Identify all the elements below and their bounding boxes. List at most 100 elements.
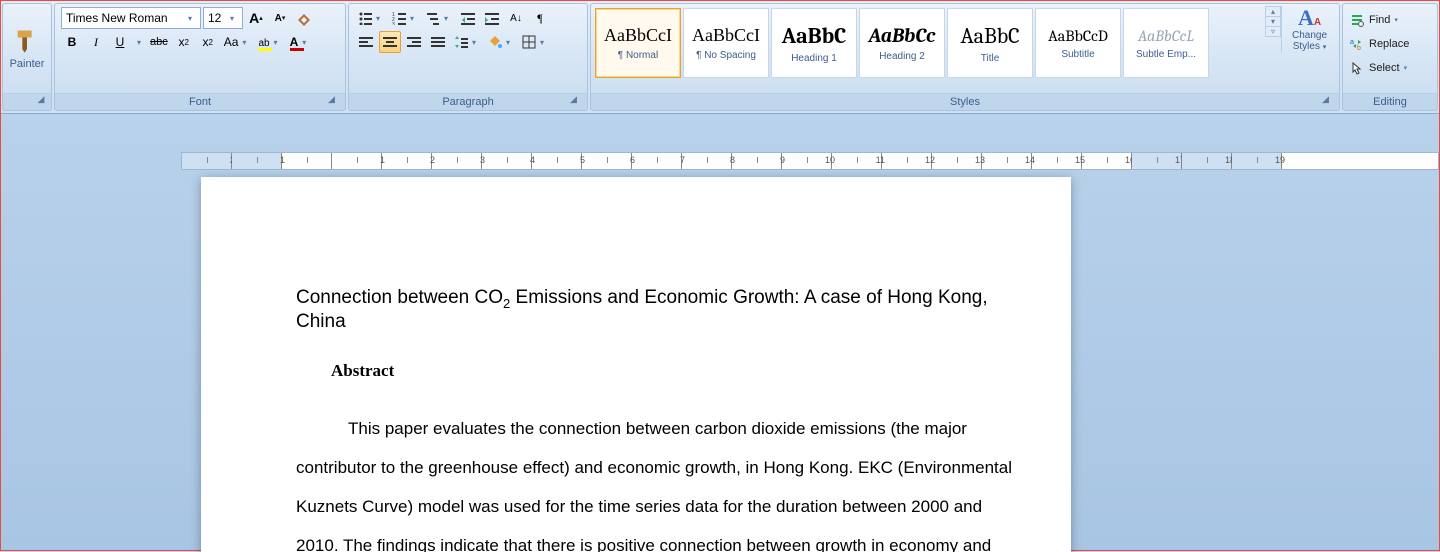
gallery-down-button[interactable]: ▾ bbox=[1266, 17, 1280, 27]
ruler-segment: 6 bbox=[582, 153, 632, 169]
subscript-button[interactable]: x2 bbox=[173, 31, 195, 53]
font-group: Times New Roman▾ 12▾ A▴ A▾ B I U ▾ abc x… bbox=[54, 3, 346, 111]
style-name-label: Heading 1 bbox=[791, 53, 837, 64]
select-label: Select bbox=[1369, 62, 1400, 74]
clipboard-group: Painter ◢ bbox=[2, 3, 52, 111]
highlight-button[interactable]: ab▾ bbox=[255, 31, 284, 53]
find-button[interactable]: Find ▾ bbox=[1345, 8, 1402, 32]
gallery-more-button[interactable]: ▿ bbox=[1266, 27, 1280, 36]
font-family-combo[interactable]: Times New Roman▾ bbox=[61, 7, 201, 29]
ruler-segment: 10 bbox=[782, 153, 832, 169]
align-left-button[interactable] bbox=[355, 31, 377, 53]
format-painter-button[interactable]: Painter bbox=[7, 7, 47, 90]
change-case-button[interactable]: Aa▾ bbox=[221, 31, 254, 53]
document-page[interactable]: Connection between CO2 Emissions and Eco… bbox=[201, 177, 1071, 552]
style-preview: AaBbCc bbox=[869, 24, 936, 47]
show-marks-button[interactable]: ¶ bbox=[529, 7, 551, 29]
style-item-heading-2[interactable]: AaBbCc Heading 2 bbox=[859, 8, 945, 78]
eraser-icon bbox=[296, 10, 312, 26]
align-center-button[interactable] bbox=[379, 31, 401, 53]
shading-button[interactable]: ▾ bbox=[485, 31, 517, 53]
shrink-font-button[interactable]: A▾ bbox=[269, 7, 291, 29]
style-item--normal[interactable]: AaBbCcI¶ Normal bbox=[595, 8, 681, 78]
select-button[interactable]: Select ▾ bbox=[1345, 56, 1411, 80]
style-preview: AaBbCcD bbox=[1048, 27, 1108, 45]
style-gallery-scroller: ▴ ▾ ▿ bbox=[1265, 6, 1281, 37]
clipboard-group-label: ◢ bbox=[3, 93, 51, 110]
ruler-segment bbox=[282, 153, 332, 169]
line-spacing-button[interactable]: ▾ bbox=[451, 31, 483, 53]
numbering-button[interactable]: 123▾ bbox=[389, 7, 421, 29]
ruler-segment: 12 bbox=[882, 153, 932, 169]
style-name-label: Heading 2 bbox=[879, 51, 925, 62]
justify-icon bbox=[431, 35, 445, 49]
ruler-segment: 1 bbox=[232, 153, 282, 169]
change-styles-label-2: Styles ▾ bbox=[1293, 41, 1327, 52]
change-styles-button[interactable]: AA Change Styles ▾ bbox=[1281, 6, 1337, 52]
borders-button[interactable]: ▾ bbox=[519, 31, 551, 53]
font-group-label: Font bbox=[55, 93, 345, 110]
editing-group-label: Editing bbox=[1343, 93, 1437, 110]
styles-launcher-icon[interactable]: ◢ bbox=[1322, 94, 1336, 108]
chevron-down-icon: ▾ bbox=[1404, 64, 1408, 72]
style-gallery: AaBbCcI¶ NormalAaBbCcI¶ No SpacingAaBbCH… bbox=[593, 6, 1265, 80]
find-label: Find bbox=[1369, 14, 1390, 26]
ruler-segment: 5 bbox=[532, 153, 582, 169]
svg-text:3: 3 bbox=[392, 22, 395, 25]
chevron-down-icon: ▾ bbox=[226, 14, 238, 23]
clear-formatting-button[interactable] bbox=[293, 7, 315, 29]
clipboard-launcher-icon[interactable]: ◢ bbox=[34, 94, 48, 108]
chevron-down-icon: ▾ bbox=[502, 38, 514, 47]
italic-button[interactable]: I bbox=[85, 31, 107, 53]
line-spacing-icon bbox=[454, 35, 468, 49]
change-styles-icon: AA bbox=[1298, 6, 1321, 30]
chevron-down-icon: ▾ bbox=[298, 38, 310, 47]
ruler-segment: 1 bbox=[332, 153, 382, 169]
justify-button[interactable] bbox=[427, 31, 449, 53]
ruler-segment: 2 bbox=[182, 153, 232, 169]
align-right-icon bbox=[407, 35, 421, 49]
align-right-button[interactable] bbox=[403, 31, 425, 53]
style-preview: AaBbC bbox=[960, 23, 1019, 49]
sort-button[interactable]: A↓ bbox=[505, 7, 527, 29]
paintbrush-icon bbox=[13, 27, 41, 55]
ruler-segment: 15 bbox=[1032, 153, 1082, 169]
outdent-icon bbox=[461, 11, 475, 25]
superscript-button[interactable]: x2 bbox=[197, 31, 219, 53]
painter-label: Painter bbox=[10, 58, 45, 70]
replace-label: Replace bbox=[1369, 38, 1409, 50]
gallery-up-button[interactable]: ▴ bbox=[1266, 7, 1280, 17]
numbering-icon: 123 bbox=[392, 11, 406, 25]
document-title: Connection between CO2 Emissions and Eco… bbox=[296, 287, 1021, 333]
paragraph-launcher-icon[interactable]: ◢ bbox=[570, 94, 584, 108]
style-name-label: Subtitle bbox=[1061, 49, 1094, 60]
underline-button[interactable]: U bbox=[109, 31, 131, 53]
horizontal-ruler[interactable]: 2112345678910111213141516171819 bbox=[181, 152, 1439, 170]
bullets-button[interactable]: ▾ bbox=[355, 7, 387, 29]
replace-button[interactable]: ab Replace bbox=[1345, 32, 1413, 56]
svg-text:b: b bbox=[1357, 45, 1361, 51]
strikethrough-button[interactable]: abc bbox=[147, 31, 171, 53]
font-size-combo[interactable]: 12▾ bbox=[203, 7, 243, 29]
style-item-heading-1[interactable]: AaBbCHeading 1 bbox=[771, 8, 857, 78]
font-color-button[interactable]: A▾ bbox=[287, 31, 314, 53]
style-item--no-spacing[interactable]: AaBbCcI¶ No Spacing bbox=[683, 8, 769, 78]
increase-indent-button[interactable] bbox=[481, 7, 503, 29]
font-launcher-icon[interactable]: ◢ bbox=[328, 94, 342, 108]
chevron-down-icon[interactable]: ▾ bbox=[133, 38, 145, 47]
decrease-indent-button[interactable] bbox=[457, 7, 479, 29]
chevron-down-icon: ▾ bbox=[184, 14, 196, 23]
style-name-label: Title bbox=[981, 53, 1000, 64]
style-item-subtle-emp-[interactable]: AaBbCcLSubtle Emp... bbox=[1123, 8, 1209, 78]
styles-group: AaBbCcI¶ NormalAaBbCcI¶ No SpacingAaBbCH… bbox=[590, 3, 1340, 111]
change-styles-label-1: Change bbox=[1292, 30, 1327, 41]
style-item-title[interactable]: AaBbC Title bbox=[947, 8, 1033, 78]
grow-font-button[interactable]: A▴ bbox=[245, 7, 267, 29]
bold-button[interactable]: B bbox=[61, 31, 83, 53]
multilevel-list-button[interactable]: ▾ bbox=[423, 7, 455, 29]
ruler-segment: 17 bbox=[1132, 153, 1182, 169]
style-item-subtitle[interactable]: AaBbCcD Subtitle bbox=[1035, 8, 1121, 78]
replace-icon: ab bbox=[1349, 36, 1365, 52]
chevron-down-icon: ▾ bbox=[270, 38, 282, 47]
styles-group-label: Styles bbox=[591, 93, 1339, 110]
